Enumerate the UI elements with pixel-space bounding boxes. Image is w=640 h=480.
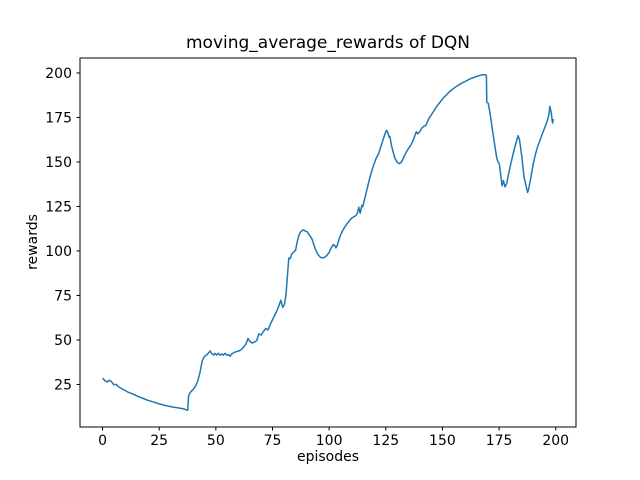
x-tick-label: 25 (150, 433, 168, 449)
x-tick-label: 75 (264, 433, 282, 449)
y-tick-label: 150 (45, 155, 72, 171)
y-tick-label: 125 (45, 199, 72, 215)
x-axis-label: episodes (296, 449, 360, 465)
y-tick-label: 175 (45, 110, 72, 126)
chart-title: moving_average_rewards of DQN (185, 33, 471, 53)
x-tick-label: 175 (486, 433, 513, 449)
y-tick-label: 100 (45, 244, 72, 260)
y-tick-label: 25 (54, 377, 72, 393)
x-tick-label: 200 (542, 433, 569, 449)
x-tick-label: 150 (429, 433, 456, 449)
x-tick-label: 50 (207, 433, 225, 449)
x-tick-label: 0 (98, 433, 107, 449)
reward-line (101, 73, 555, 412)
y-tick-label: 200 (45, 66, 72, 82)
axes-spines (79, 57, 577, 428)
y-axis-label: rewards (25, 214, 41, 270)
y-tick-label: 75 (54, 288, 72, 304)
y-tick-label: 50 (54, 333, 72, 349)
x-tick-label: 100 (316, 433, 343, 449)
x-tick-label: 125 (372, 433, 399, 449)
